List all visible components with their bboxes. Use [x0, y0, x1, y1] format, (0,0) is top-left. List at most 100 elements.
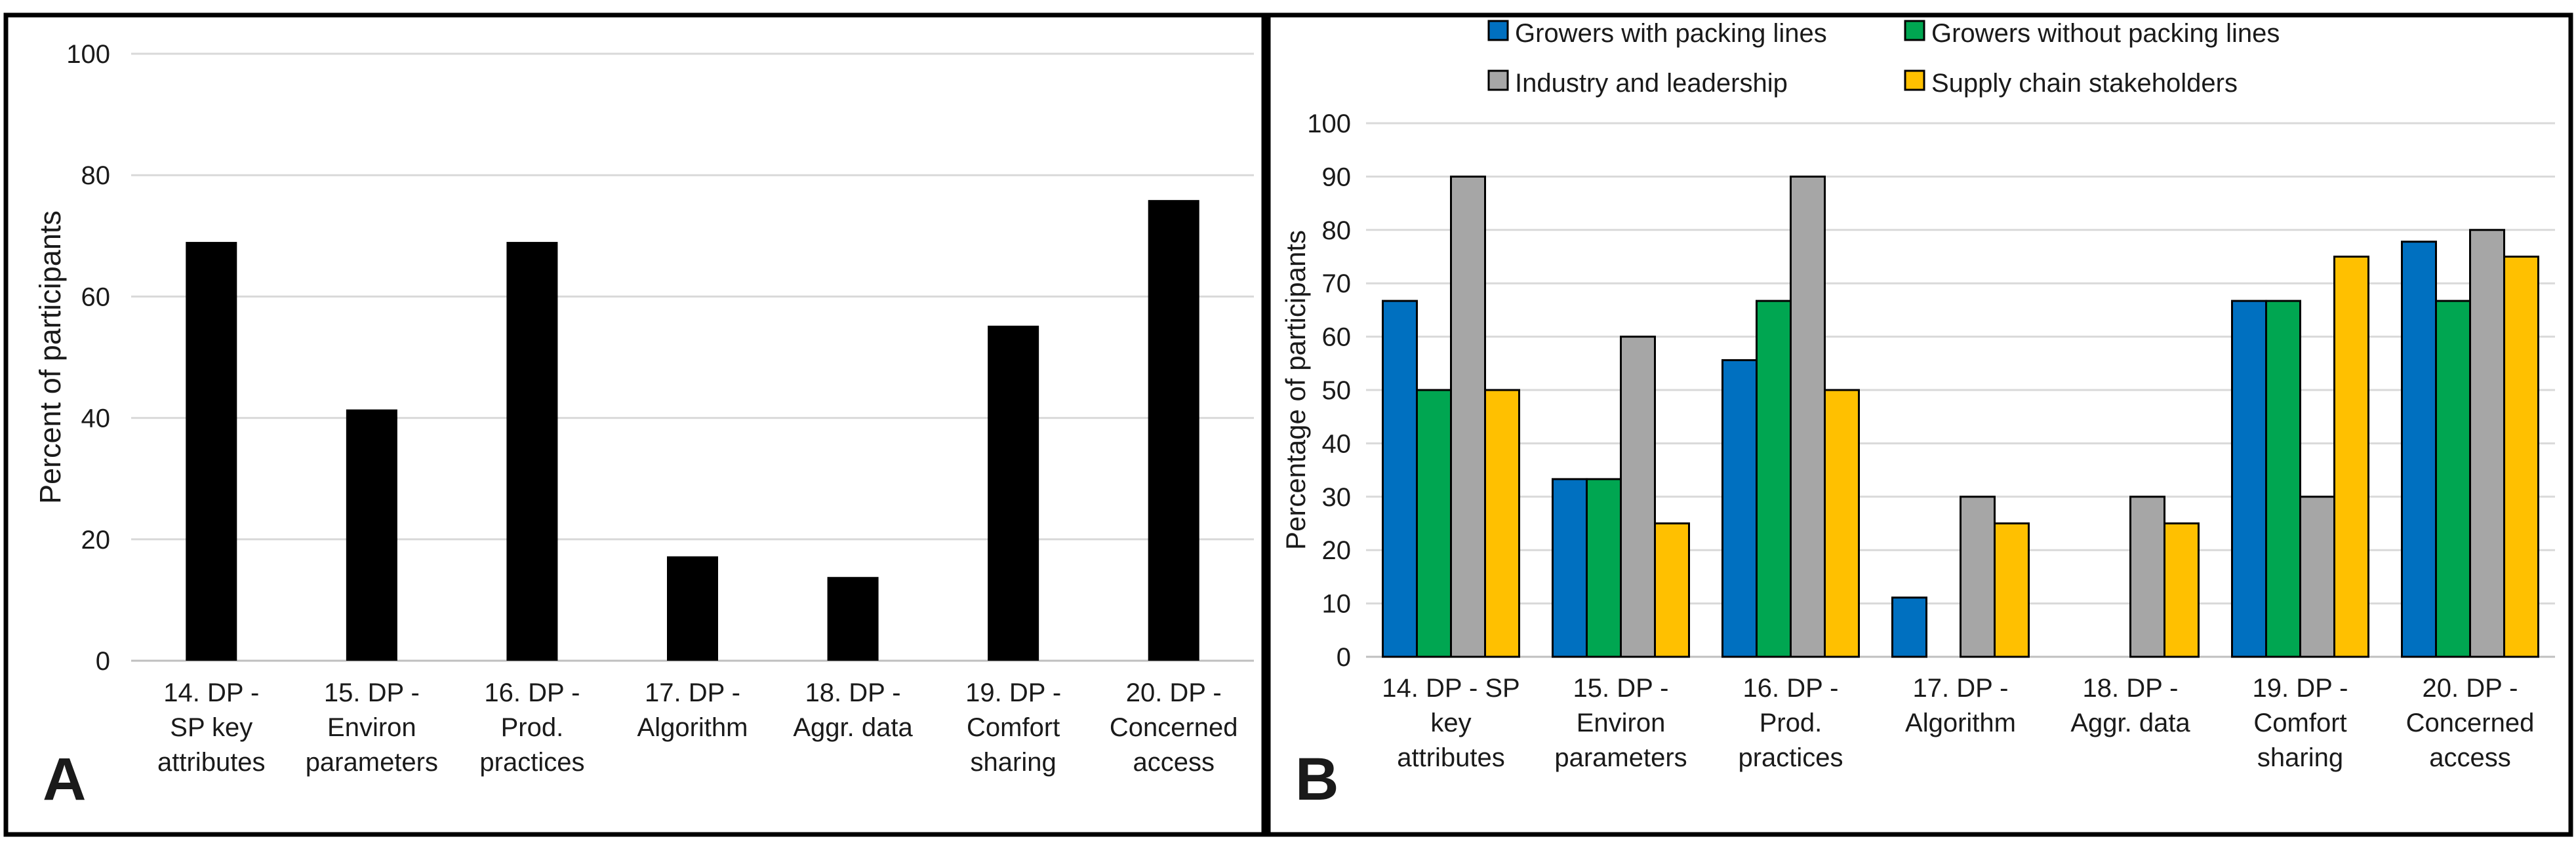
bar	[1148, 200, 1199, 661]
x-tick-label: Prod.	[1760, 709, 1822, 737]
bar	[1382, 300, 1418, 658]
x-tick-label: attributes	[1397, 743, 1505, 772]
x-tick-label: sharing	[2257, 743, 2343, 772]
x-tick-label: 17. DP -	[645, 678, 740, 707]
legend-swatch	[1487, 20, 1509, 41]
x-tick-label: 16. DP -	[484, 678, 580, 707]
legend-label: Supply chain stakeholders	[1931, 69, 2238, 98]
x-tick-label: Concerned	[2406, 709, 2535, 737]
x-tick-label: attributes	[157, 748, 266, 777]
x-tick-label: SP key	[170, 713, 252, 742]
x-tick-label: 18. DP -	[2083, 674, 2179, 703]
x-tick-label: practices	[479, 748, 584, 777]
y-tick-label: 100	[66, 40, 110, 69]
panel-a-frame	[3, 12, 1266, 837]
bar	[2265, 300, 2301, 658]
legend-label: Industry and leadership	[1515, 69, 1788, 98]
y-tick-label: 70	[1322, 269, 1352, 298]
x-tick-label: Aggr. data	[2070, 709, 2190, 737]
panel-label-b: B	[1295, 746, 1338, 813]
x-tick-label: 18. DP -	[805, 678, 901, 707]
legend-swatch	[1904, 69, 1925, 91]
x-tick-label: sharing	[971, 748, 1057, 777]
y-tick-label: 10	[1322, 590, 1352, 619]
y-tick-label: 90	[1322, 163, 1352, 191]
bar	[186, 242, 237, 661]
bar	[1484, 389, 1520, 658]
x-tick-label: 14. DP -	[163, 678, 259, 707]
x-tick-label: key	[1430, 709, 1471, 737]
x-tick-label: Algorithm	[1905, 709, 2016, 737]
legend-label: Growers without packing lines	[1931, 19, 2280, 48]
bar	[2129, 496, 2165, 658]
bar	[827, 577, 879, 661]
x-tick-label: Environ	[1577, 709, 1666, 737]
x-tick-label: parameters	[1554, 743, 1687, 772]
bar	[1416, 389, 1452, 658]
y-tick-label: 100	[1307, 109, 1351, 138]
x-tick-label: Concerned	[1110, 713, 1238, 742]
x-tick-label: Environ	[327, 713, 416, 742]
x-tick-label: 17. DP -	[1913, 674, 2009, 703]
x-tick-label: 19. DP -	[965, 678, 1061, 707]
x-tick-label: Comfort	[967, 713, 1060, 742]
y-tick-label: 0	[1337, 643, 1351, 672]
y-tick-label: 50	[1322, 376, 1352, 405]
x-tick-label: 15. DP -	[1573, 674, 1669, 703]
bar	[1960, 496, 1996, 658]
bar	[346, 409, 397, 661]
x-tick-label: Algorithm	[637, 713, 748, 742]
bar	[2503, 256, 2539, 658]
bar	[2333, 256, 2369, 658]
y-tick-label: 20	[1322, 536, 1352, 565]
chart-panel-a: 0 20 40 60 80 100 14. DP - SP key attributes 15. …	[33, 40, 1254, 777]
y-tick-label: 80	[81, 161, 111, 190]
panel-b-frame	[1266, 12, 2573, 837]
x-tick-label: Comfort	[2253, 709, 2346, 737]
bar	[1721, 359, 1758, 658]
x-tick-label: 14. DP - SP	[1382, 674, 1519, 703]
bar	[1586, 478, 1622, 658]
x-tick-label: 20. DP -	[2423, 674, 2518, 703]
x-tick-label: Aggr. data	[793, 713, 913, 742]
y-tick-label: 20	[81, 526, 111, 555]
x-tick-label: 15. DP -	[324, 678, 420, 707]
bar	[1790, 175, 1826, 658]
x-tick-label: parameters	[306, 748, 438, 777]
y-tick-label: 40	[81, 404, 111, 433]
bar	[1620, 336, 1656, 658]
x-tick-label: Prod.	[501, 713, 564, 742]
bar	[2401, 241, 2437, 658]
bar	[1891, 596, 1927, 658]
y-tick-label: 0	[96, 647, 110, 676]
y-axis-label: Percentage of participants	[1280, 230, 1311, 550]
x-tick-label: 19. DP -	[2253, 674, 2348, 703]
bar	[1756, 300, 1792, 658]
bar	[1450, 175, 1486, 658]
bar	[2163, 522, 2200, 658]
bar	[506, 242, 558, 661]
y-tick-label: 60	[1322, 323, 1352, 352]
bar	[1654, 522, 1690, 658]
bar	[988, 325, 1039, 661]
x-tick-label: access	[1133, 748, 1215, 777]
bar	[1994, 522, 2030, 658]
y-tick-label: 30	[1322, 483, 1352, 512]
y-tick-label: 40	[1322, 429, 1352, 458]
bar	[2435, 300, 2471, 658]
bar	[1552, 478, 1588, 658]
y-tick-label: 80	[1322, 216, 1352, 245]
y-tick-label: 60	[81, 283, 111, 311]
x-tick-label: 16. DP -	[1743, 674, 1839, 703]
x-tick-label: access	[2429, 743, 2511, 772]
x-tick-label: 20. DP -	[1126, 678, 1222, 707]
chart-panel-b: 0 10 20 30 40 50 60 70 80 90 100 14. DP - SP key attr…	[1280, 19, 2555, 772]
legend-swatch	[1904, 20, 1925, 41]
bar	[2299, 496, 2335, 658]
legend-swatch	[1487, 69, 1509, 91]
bar	[2469, 229, 2505, 658]
bar	[2231, 300, 2267, 658]
bar	[1824, 389, 1860, 658]
